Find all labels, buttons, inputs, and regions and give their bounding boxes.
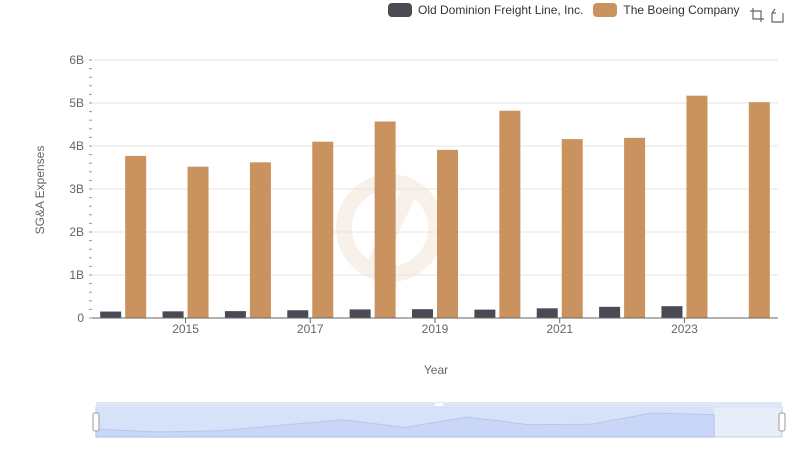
bar-old-dominion-2021 (536, 308, 558, 318)
bar-old-dominion-2018 (349, 309, 371, 318)
data-zoom-grip[interactable] (435, 403, 443, 406)
y-tick-label-5: 5B (69, 96, 84, 110)
legend: Old Dominion Freight Line, Inc. The Boei… (388, 3, 750, 17)
bar-boeing-2016 (249, 162, 271, 318)
x-axis-tick-labels: 2015 2017 2019 2021 2023 (172, 318, 698, 336)
bar-old-dominion-2023 (661, 306, 683, 318)
legend-label-old-dominion: Old Dominion Freight Line, Inc. (418, 3, 584, 17)
bars (100, 95, 770, 319)
bar-boeing-2014 (125, 155, 147, 318)
legend-item-old-dominion[interactable]: Old Dominion Freight Line, Inc. (388, 3, 583, 17)
legend-label-boeing: The Boeing Company (623, 3, 740, 17)
bar-boeing-2024 (748, 102, 770, 318)
x-tick-label-2017: 2017 (297, 322, 324, 336)
bar-old-dominion-2016 (224, 311, 246, 318)
bar-boeing-2021 (561, 139, 583, 318)
bar-boeing-2020 (499, 110, 521, 319)
x-tick-label-2019: 2019 (422, 322, 449, 336)
zoom-icon[interactable] (748, 6, 766, 24)
x-axis-title: Year (424, 363, 448, 377)
legend-swatch-old-dominion (388, 3, 412, 17)
y-tick-label-3: 3B (69, 182, 84, 196)
bar-old-dominion-2017 (287, 310, 309, 318)
bar-old-dominion-2019 (412, 309, 433, 318)
y-tick-label-2: 2B (69, 225, 84, 239)
bar-boeing-2019 (437, 149, 458, 318)
y-tick-label-1: 1B (69, 268, 84, 282)
bar-boeing-2023 (686, 95, 708, 318)
bar-boeing-2017 (312, 141, 334, 318)
y-axis-minor-ticks (89, 59, 92, 319)
bar-old-dominion-2020 (474, 309, 496, 318)
data-zoom-handle-left[interactable] (92, 412, 100, 432)
y-axis-title: SG&A Expenses (33, 146, 47, 235)
bar-old-dominion-2015 (162, 311, 184, 318)
x-tick-label-2021: 2021 (546, 322, 573, 336)
legend-swatch-boeing (593, 3, 618, 17)
x-tick-label-2023: 2023 (671, 322, 698, 336)
data-zoom-handle-right[interactable] (778, 412, 786, 432)
data-zoom-slider[interactable] (92, 402, 786, 438)
data-zoom-selection (96, 407, 714, 437)
y-axis-tick-labels: 0 1B 2B 3B 4B 5B 6B (69, 53, 84, 325)
y-tick-label-0: 0 (77, 311, 84, 325)
x-tick-label-2015: 2015 (172, 322, 199, 336)
legend-item-boeing[interactable]: The Boeing Company (593, 3, 740, 17)
bar-boeing-2018 (374, 121, 396, 319)
bar-old-dominion-2022 (599, 306, 621, 318)
bar-old-dominion-2014 (100, 311, 122, 318)
y-tick-label-4: 4B (69, 139, 84, 153)
zoom-reset-icon[interactable] (768, 6, 786, 24)
toolbox (746, 6, 786, 24)
bar-boeing-2022 (624, 137, 646, 318)
y-tick-label-6: 6B (69, 53, 84, 67)
bar-boeing-2015 (187, 166, 209, 318)
